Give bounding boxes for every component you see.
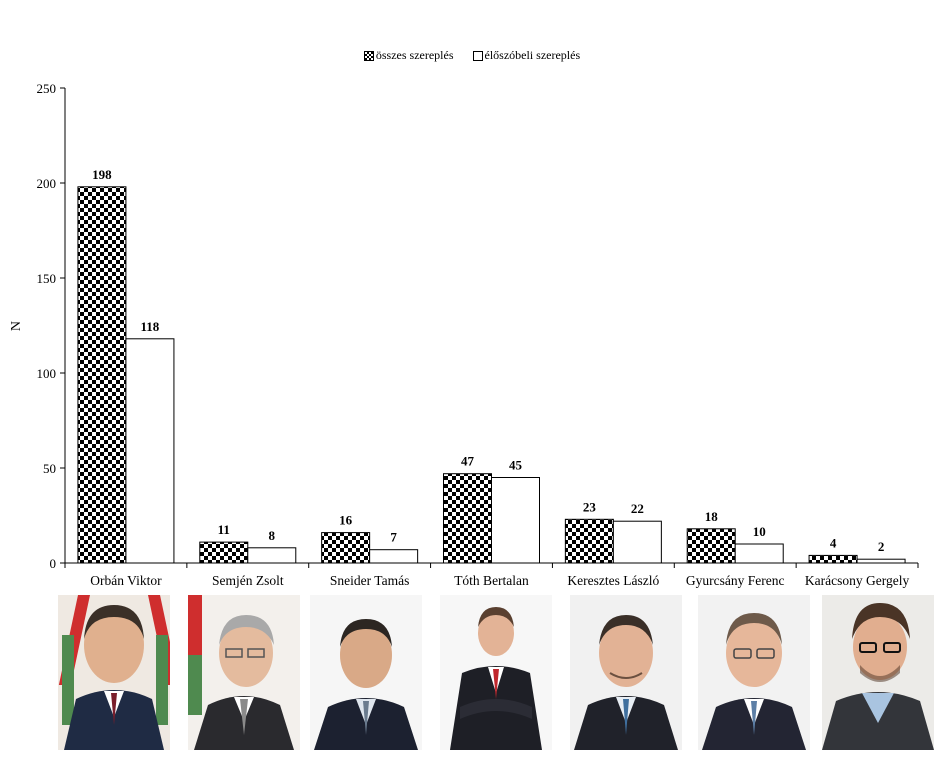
x-tick-label: Orbán Viktor bbox=[90, 573, 162, 588]
bar-osszes bbox=[808, 554, 858, 564]
legend-label-osszes: összes szereplés bbox=[375, 47, 454, 62]
bar-eloszobeli bbox=[734, 543, 784, 564]
bar-eloszobeli bbox=[125, 338, 175, 564]
x-tick-label: Keresztes László bbox=[567, 573, 659, 588]
legend: összes szereplés élőszóbeli szereplés bbox=[0, 47, 944, 63]
y-tick-label: 250 bbox=[37, 81, 57, 96]
bar-osszes bbox=[199, 541, 249, 564]
bar-osszes bbox=[321, 532, 371, 564]
y-tick-label: 0 bbox=[50, 556, 57, 571]
x-tick-label: Sneider Tamás bbox=[330, 573, 409, 588]
y-axis-label: N bbox=[9, 321, 24, 331]
data-label: 45 bbox=[509, 458, 523, 473]
bar-osszes bbox=[686, 528, 736, 564]
x-tick-label: Tóth Bertalan bbox=[454, 573, 529, 588]
data-label: 2 bbox=[878, 539, 885, 554]
legend-item-eloszobeli: élőszóbeli szereplés bbox=[472, 47, 581, 63]
data-label: 4 bbox=[830, 535, 837, 550]
portrait-orban-viktor bbox=[58, 595, 170, 750]
bar-eloszobeli bbox=[369, 549, 419, 564]
portrait-semjen-zsolt bbox=[188, 595, 300, 750]
legend-item-osszes: összes szereplés bbox=[363, 47, 454, 63]
bar-eloszobeli bbox=[856, 558, 906, 564]
bar-eloszobeli bbox=[247, 547, 297, 564]
data-label: 10 bbox=[753, 524, 766, 539]
portrait-row bbox=[0, 595, 944, 755]
portrait-keresztes-laszlo bbox=[570, 595, 682, 750]
data-label: 198 bbox=[92, 167, 112, 182]
bar-osszes bbox=[564, 518, 614, 564]
data-label: 8 bbox=[269, 528, 276, 543]
bar-osszes bbox=[77, 186, 127, 564]
portrait-karacsony-gergely bbox=[822, 595, 934, 750]
y-tick-label: 50 bbox=[43, 461, 56, 476]
bar-eloszobeli bbox=[612, 520, 662, 564]
bar-eloszobeli bbox=[491, 477, 540, 564]
data-label: 7 bbox=[390, 530, 397, 545]
data-label: 11 bbox=[218, 522, 230, 537]
legend-swatch-checker bbox=[363, 51, 374, 61]
x-tick-label: Karácsony Gergely bbox=[805, 573, 910, 588]
data-label: 47 bbox=[461, 454, 475, 469]
portrait-gyurcsany-ferenc bbox=[698, 595, 810, 750]
legend-swatch-white bbox=[472, 51, 483, 61]
bar-chart: N 0 50 100 150 200 250 Orbán Viktor Semjén Zsol… bbox=[9, 81, 919, 588]
data-label: 23 bbox=[583, 499, 597, 514]
data-label: 16 bbox=[339, 513, 353, 528]
y-tick-label: 150 bbox=[37, 271, 57, 286]
y-tick-label: 100 bbox=[37, 366, 57, 381]
legend-label-eloszobeli: élőszóbeli szereplés bbox=[484, 47, 581, 62]
data-label: 22 bbox=[631, 501, 644, 516]
portrait-sneider-tamas bbox=[310, 595, 422, 750]
x-tick-label: Semjén Zsolt bbox=[212, 573, 284, 588]
data-label: 18 bbox=[705, 509, 719, 524]
bar-osszes bbox=[443, 473, 492, 564]
data-label: 118 bbox=[141, 319, 160, 334]
x-tick-label: Gyurcsány Ferenc bbox=[686, 573, 785, 588]
y-tick-label: 200 bbox=[37, 176, 57, 191]
portrait-toth-bertalan bbox=[440, 595, 552, 750]
